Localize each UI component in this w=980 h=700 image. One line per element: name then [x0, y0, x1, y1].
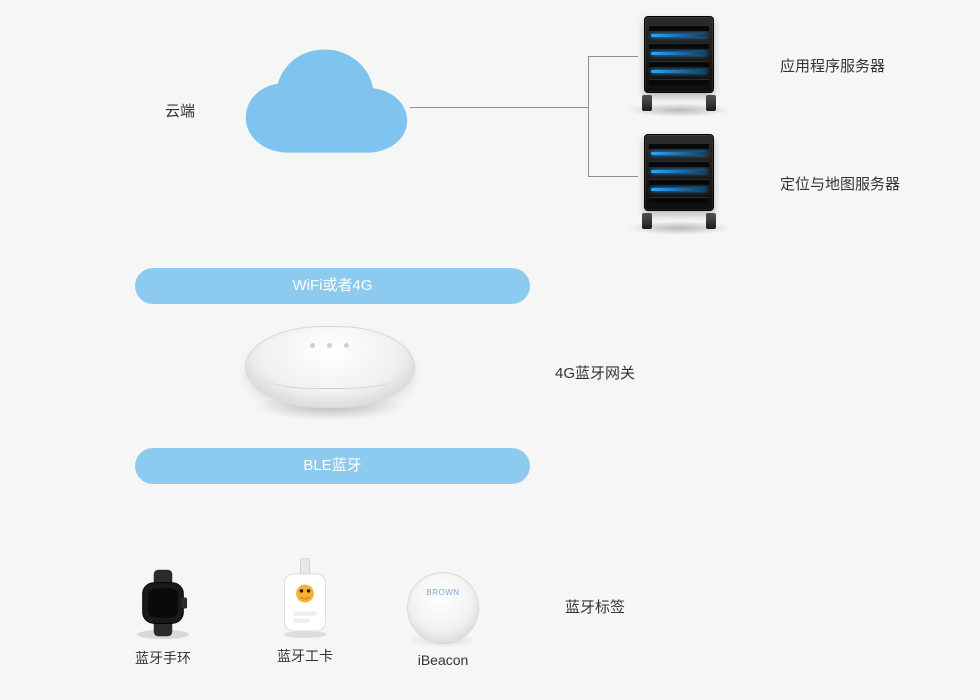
connector-top-arm — [588, 56, 638, 57]
watch-icon — [126, 566, 200, 640]
cloud-label: 云端 — [165, 100, 195, 121]
device-ibeacon: BROWN iBeacon — [398, 572, 488, 668]
device-wristband: 蓝牙手环 — [118, 566, 208, 668]
server-app-icon — [636, 14, 722, 111]
gateway-label: 4G蓝牙网关 — [555, 362, 635, 383]
device-workcard: 蓝牙工卡 — [260, 558, 350, 666]
server-map-label: 定位与地图服务器 — [780, 173, 900, 194]
layer-pill-wifi4g: WiFi或者4G — [135, 268, 530, 304]
card-icon — [273, 558, 337, 638]
layer-pill-ble: BLE蓝牙 — [135, 448, 530, 484]
ibeacon-logo-text: BROWN — [407, 588, 479, 597]
connector-bottom-arm — [588, 176, 638, 177]
device-wristband-caption: 蓝牙手环 — [118, 648, 208, 668]
ibeacon-icon: BROWN — [407, 572, 479, 644]
device-workcard-caption: 蓝牙工卡 — [260, 646, 350, 666]
bluetooth-tags-label: 蓝牙标签 — [565, 596, 625, 617]
connector-trunk — [410, 107, 588, 108]
cloud-icon — [238, 46, 413, 161]
server-map-icon — [636, 132, 722, 229]
connector-vertical — [588, 56, 589, 176]
gateway-icon — [245, 320, 415, 416]
server-app-label: 应用程序服务器 — [780, 55, 885, 76]
device-ibeacon-caption: iBeacon — [398, 652, 488, 668]
